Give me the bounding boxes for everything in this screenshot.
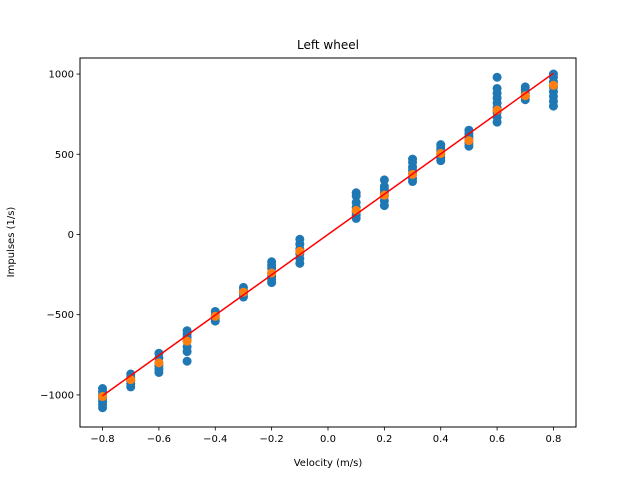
scatter-point — [182, 347, 192, 357]
y-tick-label: 500 — [55, 150, 74, 161]
scatter-point — [548, 80, 558, 90]
plot-marks — [98, 69, 558, 413]
fit-line — [102, 72, 554, 397]
scatter-point — [182, 356, 192, 366]
y-tick-label: 1000 — [49, 70, 74, 81]
scatter-point — [351, 213, 361, 223]
x-axis-label: Velocity (m/s) — [294, 458, 363, 469]
x-tick-label: 0.8 — [546, 434, 562, 445]
chart-title: Left wheel — [297, 38, 359, 52]
x-axis-ticks: −0.8 −0.6 −0.4 −0.2 0.0 0.2 0.4 0.6 0.8 — [90, 427, 561, 445]
scatter-point — [182, 336, 192, 346]
scatter-point — [351, 191, 361, 201]
scatter-point — [238, 287, 248, 297]
x-tick-label: 0.4 — [433, 434, 449, 445]
x-tick-label: −0.4 — [203, 434, 227, 445]
scatter-point — [154, 367, 164, 377]
y-axis-ticks: −1000 −500 0 500 1000 — [40, 70, 80, 401]
scatter-point — [379, 201, 389, 211]
scatter-point — [520, 91, 530, 101]
scatter-point — [548, 101, 558, 111]
y-tick-label: −500 — [47, 310, 74, 321]
scatter-point — [98, 403, 108, 413]
scatter-point — [267, 278, 277, 288]
scatter-point — [436, 156, 446, 166]
scatter-point — [379, 175, 389, 185]
x-tick-label: −0.2 — [259, 434, 283, 445]
x-tick-label: −0.6 — [147, 434, 171, 445]
x-tick-label: 0.2 — [376, 434, 392, 445]
scatter-point — [154, 358, 164, 368]
scatter-point — [295, 258, 305, 268]
scatter-point — [492, 117, 502, 127]
x-tick-label: −0.8 — [90, 434, 114, 445]
scatter-point — [126, 375, 136, 385]
scatter-point — [126, 382, 136, 392]
scatter-point — [267, 268, 277, 278]
y-tick-label: 0 — [68, 230, 74, 241]
x-tick-label: 0.6 — [489, 434, 505, 445]
scatter-point — [492, 72, 502, 82]
x-tick-label: 0.0 — [320, 434, 336, 445]
y-tick-label: −1000 — [40, 390, 74, 401]
scatter-point — [464, 136, 474, 146]
scatter-point — [408, 177, 418, 187]
y-axis-label: Impulses (1/s) — [6, 207, 17, 278]
